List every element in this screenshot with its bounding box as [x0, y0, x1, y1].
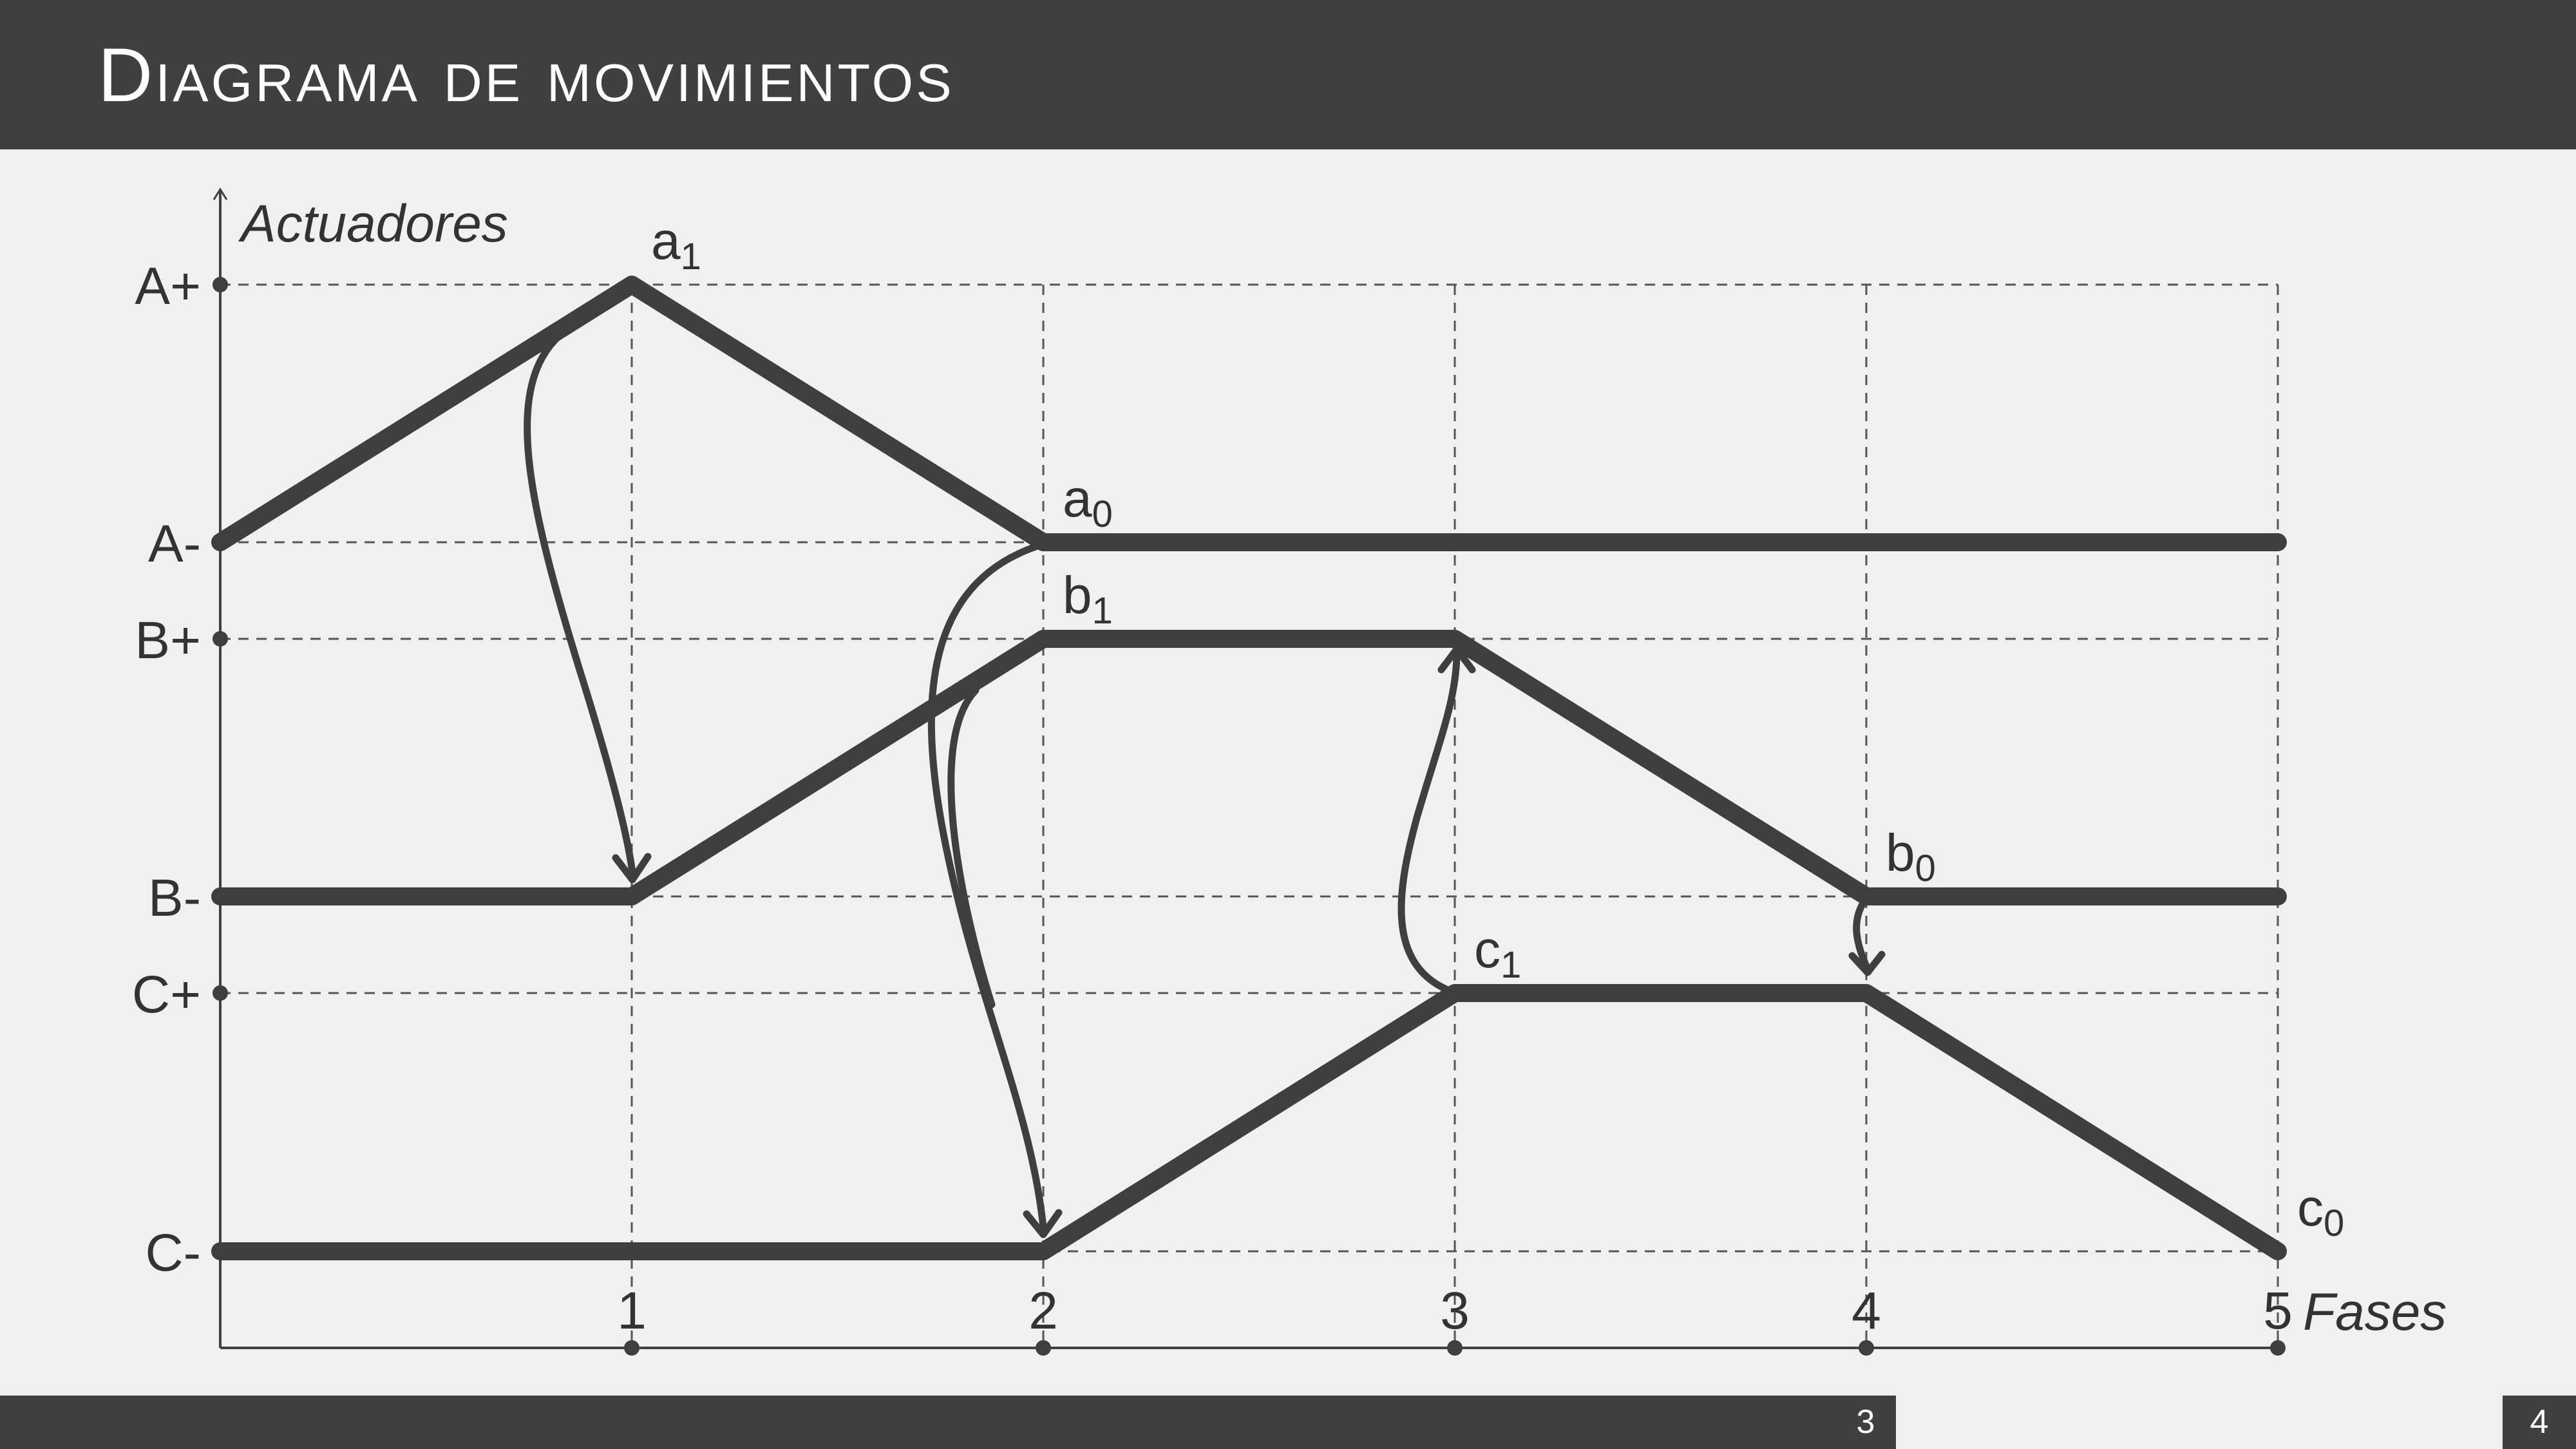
- phase-dot: [1859, 1340, 1874, 1356]
- actuator-line-C: [211, 984, 2287, 1260]
- title-bar: [0, 0, 2576, 149]
- page-number: 3: [1856, 1403, 1875, 1441]
- signal-arrow-b0-head: [1848, 951, 1886, 976]
- phase-labels: 1 2 3 4 5: [617, 1282, 2293, 1356]
- signal-arrow-a1: [524, 331, 636, 876]
- level-label: A-: [148, 515, 201, 573]
- phase-label: 2: [1028, 1282, 1058, 1340]
- signal-arrow-a0: [927, 540, 1047, 1231]
- level-label: B+: [135, 611, 201, 670]
- level-dot: [213, 985, 228, 1001]
- level-label: C-: [145, 1224, 201, 1282]
- phase-dot: [2270, 1340, 2286, 1356]
- signal-arrow-c1: [1397, 653, 1461, 996]
- phase-dot: [1447, 1340, 1463, 1356]
- phase-dot: [1036, 1340, 1051, 1356]
- y-axis-label: Actuadores: [238, 194, 508, 253]
- y-axis-arrow: [213, 187, 228, 200]
- footer-bar: [0, 1396, 1896, 1449]
- signal-arrow-b1: [947, 687, 996, 1009]
- level-dot: [213, 277, 228, 292]
- signal-arrow-a0-head: [1023, 1209, 1063, 1238]
- signal-arrows: [524, 331, 1886, 1238]
- signal-arrow-b0: [1853, 893, 1871, 973]
- phase-label: 1: [617, 1282, 647, 1340]
- actuator-line-B: [211, 630, 2287, 905]
- total-pages: 4: [2503, 1396, 2576, 1449]
- level-label: B-: [148, 869, 201, 927]
- point-label-c1: c1: [1474, 920, 1521, 986]
- phase-dot: [624, 1340, 639, 1356]
- point-label-a0: a0: [1063, 469, 1113, 535]
- level-dot: [213, 631, 228, 647]
- phase-label: 3: [1440, 1282, 1470, 1340]
- point-labels: a1 a0 b1 b0 c1 c0: [651, 212, 2344, 1244]
- level-labels: A+ A- B+ B- C+ C-: [132, 257, 228, 1282]
- slide-title: Diagrama de movimientos: [98, 33, 954, 118]
- point-label-a1: a1: [651, 212, 701, 278]
- level-label: A+: [135, 257, 201, 316]
- level-label: C+: [132, 965, 201, 1024]
- phase-label: 4: [1852, 1282, 1881, 1340]
- axes: Actuadores Fases: [213, 187, 2447, 1349]
- phase-label: 5: [2263, 1282, 2293, 1340]
- x-axis-label: Fases: [2303, 1283, 2447, 1341]
- point-label-b0: b0: [1886, 824, 1936, 889]
- actuator-lines: [211, 276, 2287, 1260]
- point-label-b1: b1: [1063, 566, 1113, 632]
- point-label-c0: c0: [2297, 1179, 2344, 1244]
- actuator-line-A: [211, 276, 2287, 551]
- signal-arrow-a1-head: [612, 853, 652, 884]
